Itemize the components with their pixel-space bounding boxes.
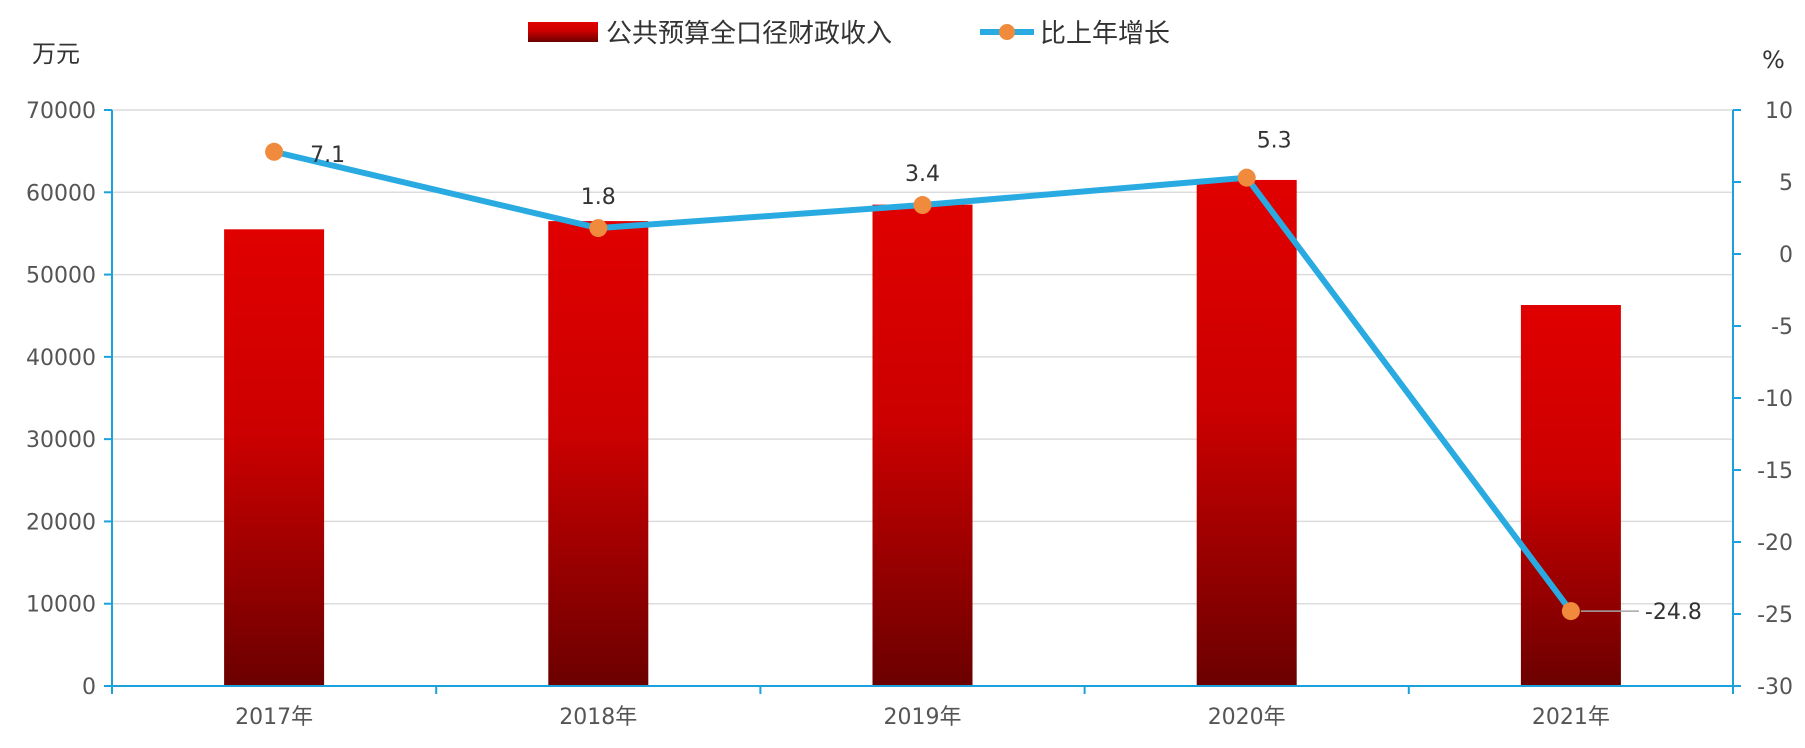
legend-bar-label: 公共预算全口径财政收入: [606, 19, 892, 49]
right-tick-label: 5: [1779, 171, 1793, 196]
left-tick-label: 10000: [26, 593, 96, 618]
growth-point: [1561, 602, 1580, 621]
data-labels: 7.1 1.8 3.4 5.3 -24.8: [310, 129, 1702, 625]
x-tick-label: 2018年: [559, 705, 637, 730]
legend-line-marker: [999, 24, 1015, 40]
data-label: 3.4: [905, 162, 940, 187]
growth-point: [913, 196, 932, 215]
left-axis-ticks: 0 10000 20000 30000 40000 50000 60000 70000: [26, 99, 112, 700]
bar: [1520, 305, 1621, 686]
growth-point: [589, 219, 608, 238]
bar: [224, 229, 325, 687]
legend-bar-swatch: [528, 22, 598, 42]
right-axis-ticks: -30 -25 -20 -15 -10 -5 0 5 10: [1733, 99, 1793, 700]
right-tick-label: -20: [1757, 531, 1793, 556]
x-tick-label: 2017年: [235, 705, 313, 730]
left-axis-unit: 万元: [32, 40, 80, 68]
right-tick-label: -30: [1757, 675, 1793, 700]
data-label: 5.3: [1257, 129, 1292, 154]
x-axis-ticks: 2017年 2018年 2019年 2020年 2021年: [111, 686, 1734, 730]
x-tick-label: 2020年: [1208, 705, 1286, 730]
left-tick-label: 20000: [26, 510, 96, 535]
left-tick-label: 50000: [26, 264, 96, 289]
growth-point: [1237, 168, 1256, 187]
right-tick-label: -5: [1771, 315, 1793, 340]
right-axis-unit: %: [1762, 46, 1785, 74]
bar: [872, 204, 973, 686]
legend-line-label: 比上年增长: [1040, 19, 1170, 49]
right-tick-label: -15: [1757, 459, 1793, 484]
bar: [548, 221, 649, 687]
data-label: 7.1: [310, 143, 345, 168]
right-tick-label: -10: [1757, 387, 1793, 412]
data-label: -24.8: [1645, 600, 1702, 625]
bar: [1196, 179, 1297, 686]
left-tick-label: 70000: [26, 99, 96, 124]
left-tick-label: 40000: [26, 346, 96, 371]
line-series: [265, 142, 1580, 621]
right-tick-label: 0: [1779, 243, 1793, 268]
x-tick-label: 2021年: [1532, 705, 1610, 730]
bar-series: [224, 179, 1621, 687]
left-tick-label: 60000: [26, 181, 96, 206]
left-tick-label: 30000: [26, 428, 96, 453]
data-label: 1.8: [581, 185, 616, 210]
growth-point: [265, 142, 284, 161]
left-tick-label: 0: [82, 675, 96, 700]
legend: 公共预算全口径财政收入 比上年增长: [528, 19, 1170, 49]
right-tick-label: -25: [1757, 603, 1793, 628]
x-tick-label: 2019年: [884, 705, 962, 730]
right-tick-label: 10: [1765, 99, 1793, 124]
